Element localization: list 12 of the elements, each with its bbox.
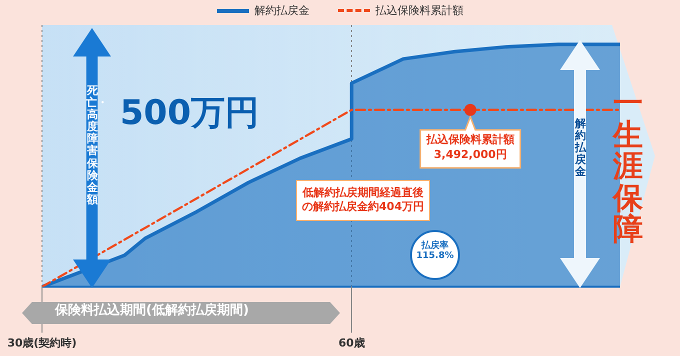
annotation: 払込保険料累計額3,492,000円 [425,133,514,162]
annotation: 500万円 [120,93,259,133]
text: 死亡・高度障害保険金額 [86,84,108,206]
x-tick-label: 60歳 [338,336,365,350]
annotation: 一生涯保障 [612,86,644,247]
annotation: 解約払戻金 [574,117,587,178]
text: 保険料払込期間(低解約払戻期間) [55,303,249,318]
legend-label: 解約払戻金 [254,3,310,18]
annotation: 払戻率115.8% [415,241,455,262]
x-tick-label: 30歳(契約時) [7,336,77,350]
annotation: 低解約払戻期間経過直後の解約払戻金約404万円 [296,180,430,221]
legend-label: 払込保険料累計額 [376,3,464,18]
